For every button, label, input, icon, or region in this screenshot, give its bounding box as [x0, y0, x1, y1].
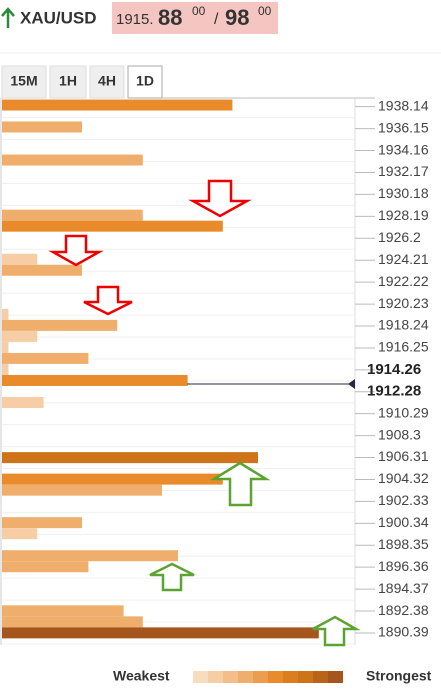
bar	[2, 561, 89, 573]
bar	[2, 319, 118, 331]
y-tick-label: 1938.14	[378, 97, 429, 113]
bar	[2, 473, 223, 485]
legend-swatch	[328, 671, 343, 683]
legend-swatch	[208, 671, 223, 683]
up-arrow-icon	[1, 7, 15, 28]
bar	[2, 308, 9, 320]
y-tick-label: 1924.21	[378, 251, 429, 267]
legend-swatch	[238, 671, 253, 683]
bar	[2, 363, 9, 375]
bar	[2, 616, 143, 628]
legend-strongest: Strongest	[366, 668, 432, 684]
up-arrow	[209, 461, 271, 507]
bars	[2, 99, 319, 639]
bar	[2, 528, 38, 540]
bar	[2, 605, 124, 617]
y-tick-label: 1912.28	[367, 383, 421, 400]
grid: 1938.14 1936.15 1934.16 1932.17 1930.18 1928.…	[2, 97, 429, 645]
legend-swatch	[283, 671, 298, 683]
up-arrow	[149, 562, 195, 592]
y-tick-label: 1906.31	[378, 448, 429, 464]
legend-weakest: Weakest	[113, 668, 170, 684]
symbol: XAU/USD	[20, 8, 97, 27]
y-tick-label: 1892.38	[378, 602, 429, 618]
up-arrow	[312, 615, 361, 647]
tab[interactable]	[127, 65, 163, 99]
tab[interactable]	[49, 65, 87, 99]
y-tick-label: 1922.22	[378, 273, 429, 289]
y-tick-label: 1896.36	[378, 558, 429, 574]
y-tick-label: 1898.35	[378, 536, 429, 552]
down-arrow	[188, 179, 252, 218]
bid: 88	[158, 5, 182, 30]
tab-label: 1D	[136, 73, 154, 89]
bar	[2, 99, 233, 111]
legend-swatch	[193, 671, 208, 683]
y-tick-label: 1894.37	[378, 580, 429, 596]
y-tick-label: 1920.23	[378, 295, 429, 311]
bar	[2, 154, 143, 166]
price-box	[112, 2, 278, 34]
bar	[2, 330, 38, 342]
bar	[2, 352, 89, 364]
legend-swatch	[298, 671, 313, 683]
bar	[2, 397, 44, 409]
bar	[2, 550, 178, 562]
tab-label: 4H	[98, 73, 116, 89]
bar	[2, 209, 143, 221]
y-tick-label: 1902.33	[378, 492, 429, 508]
down-arrow	[83, 285, 133, 316]
resistance-arrows	[48, 179, 252, 316]
y-tick-label: 1914.26	[367, 361, 421, 378]
bar	[2, 264, 82, 276]
y-tick-label: 1934.16	[378, 141, 429, 157]
y-tick-label: 1930.18	[378, 185, 429, 201]
legend-scale	[193, 671, 343, 683]
y-tick-label: 1926.2	[378, 229, 421, 245]
bar	[2, 341, 9, 353]
ask-sup: 00	[258, 4, 272, 18]
bar	[2, 121, 82, 133]
bar	[2, 517, 82, 529]
bar	[2, 452, 258, 464]
y-tick-label: 1908.3	[378, 426, 421, 442]
y-tick-label: 1904.32	[378, 470, 429, 486]
bar	[2, 220, 223, 232]
ask: 98	[225, 5, 249, 30]
y-tick-label: 1918.24	[378, 317, 429, 333]
support-arrows	[149, 461, 361, 647]
y-tick-label: 1932.17	[378, 163, 429, 179]
legend-swatch	[313, 671, 328, 683]
bid-prefix: 1915.	[116, 11, 154, 28]
bar	[2, 253, 38, 265]
down-arrow	[48, 234, 104, 267]
tab-label: 1H	[59, 73, 77, 89]
y-tick-label: 1890.39	[378, 624, 429, 640]
y-tick-label: 1900.34	[378, 514, 429, 530]
legend-swatch	[268, 671, 283, 683]
y-tick-label: 1910.29	[378, 404, 429, 420]
separator: /	[214, 11, 219, 28]
current-price-marker	[348, 379, 355, 389]
bid-sup: 00	[192, 4, 206, 18]
tabs: 15M 1H 4H 1D	[1, 65, 163, 99]
bar	[2, 374, 188, 386]
bar	[2, 484, 162, 496]
y-tick-label: 1936.15	[378, 119, 429, 135]
tab[interactable]	[89, 65, 125, 99]
bar	[2, 627, 319, 639]
tab[interactable]	[1, 65, 47, 99]
legend-swatch	[253, 671, 268, 683]
tab-label: 15M	[10, 73, 37, 89]
legend-swatch	[223, 671, 238, 683]
y-tick-label: 1928.19	[378, 207, 429, 223]
y-tick-label: 1916.25	[378, 339, 429, 355]
